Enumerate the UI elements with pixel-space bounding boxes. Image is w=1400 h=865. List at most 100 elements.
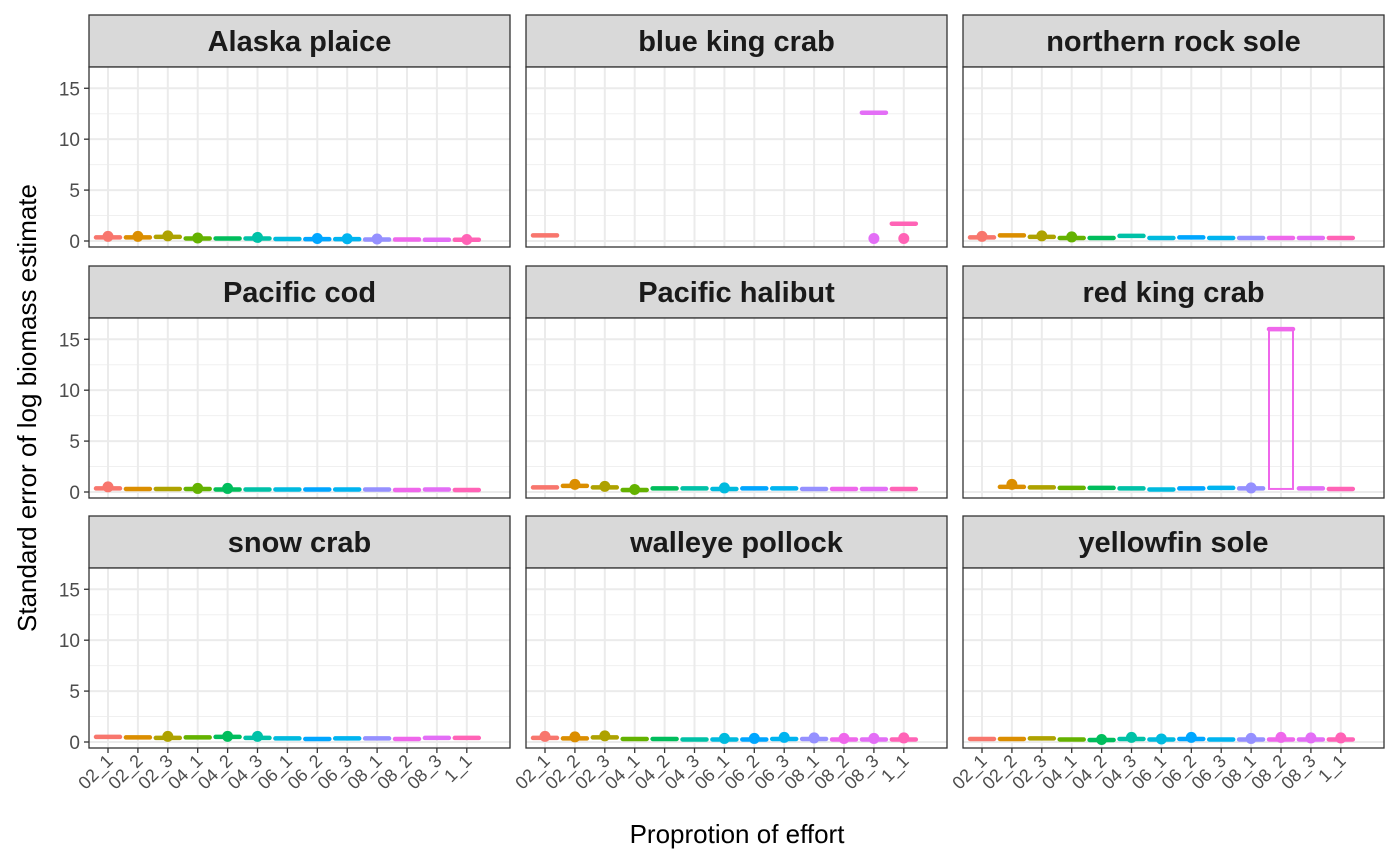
outlier-point: [341, 233, 353, 245]
outlier-point: [898, 232, 910, 244]
outlier-point: [1006, 478, 1018, 490]
panel-background: [963, 318, 1384, 498]
outlier-point: [1066, 231, 1078, 243]
outlier-point: [599, 730, 611, 742]
y-tick-label: 0: [69, 232, 80, 253]
panel-border: [525, 66, 948, 248]
panel-background: [89, 318, 510, 498]
outlier-point: [569, 478, 581, 490]
facet-strip: [962, 265, 1385, 319]
facet-panel: Alaska plaice 0 5 10 15: [59, 14, 511, 253]
outlier-point: [1245, 482, 1257, 494]
outlier-point: [252, 730, 263, 742]
facet-title: red king crab: [1082, 277, 1264, 309]
outlier-point: [1126, 731, 1137, 743]
panel-background: [89, 67, 510, 247]
outlier-point: [311, 232, 323, 244]
y-tick-label: 0: [69, 483, 80, 504]
panel-background: [526, 568, 947, 748]
outlier-point: [629, 483, 641, 495]
outlier-point: [1036, 230, 1048, 242]
outlier-point: [222, 730, 234, 742]
facet-strip: [525, 265, 948, 319]
y-tick-label: 15: [59, 580, 80, 601]
outlier-point: [102, 481, 114, 493]
facet-title: Pacific halibut: [638, 277, 835, 309]
outlier-point: [1096, 733, 1108, 745]
facet-title: yellowfin sole: [1078, 527, 1268, 559]
outlier-point: [102, 230, 114, 242]
panel-background: [963, 568, 1384, 748]
outlier-point: [1335, 732, 1347, 744]
x-tick-label: 1_1: [440, 751, 476, 787]
panel-border: [962, 317, 1385, 499]
y-tick-label: 15: [59, 79, 80, 100]
outlier-point: [1155, 733, 1167, 745]
panel-background: [89, 568, 510, 748]
facet-panel: walleye pollock02_102_202_304_104_204_30…: [511, 515, 948, 794]
outlier-point: [162, 730, 174, 742]
facet-panel: snow crab05101502_102_202_304_104_204_30…: [59, 515, 511, 794]
outlier-point: [539, 730, 551, 742]
facet-panel: Pacific halibut: [525, 265, 948, 499]
outlier-point: [808, 732, 820, 744]
outlier-point: [252, 231, 263, 243]
y-tick-label: 5: [69, 432, 80, 453]
panel-border: [88, 567, 511, 749]
panel-background: [526, 318, 947, 498]
outlier-point: [1275, 731, 1287, 743]
outlier-point: [868, 232, 880, 244]
panel-border: [88, 317, 511, 499]
outlier-point: [222, 482, 234, 494]
outlier-point: [1245, 732, 1257, 744]
facet-title: Alaska plaice: [208, 26, 392, 58]
y-tick-label: 0: [69, 733, 80, 754]
facet-panel: yellowfin sole02_102_202_304_104_204_306…: [948, 515, 1385, 794]
outlier-point: [1305, 732, 1317, 744]
y-tick-label: 10: [59, 631, 80, 652]
outlier-point: [868, 732, 880, 744]
outlier-point: [371, 233, 383, 245]
outlier-point: [838, 732, 850, 744]
facet-panel: blue king crab: [525, 14, 948, 248]
outlier-point: [569, 731, 581, 743]
outlier-point: [976, 230, 988, 242]
facet-strip: [88, 265, 511, 319]
panel-border: [962, 66, 1385, 248]
panel-border: [525, 567, 948, 749]
y-tick-label: 15: [59, 330, 80, 351]
panel-border: [88, 66, 511, 248]
facet-title: blue king crab: [638, 26, 835, 58]
panel-border: [962, 567, 1385, 749]
outlier-point: [461, 233, 473, 245]
facet-title: northern rock sole: [1046, 26, 1301, 58]
outlier-point: [132, 230, 144, 242]
y-tick-label: 10: [59, 130, 80, 151]
outlier-point: [718, 482, 730, 494]
outlier-point: [599, 480, 611, 492]
facet-title: Pacific cod: [223, 277, 376, 309]
outlier-point: [1185, 731, 1197, 743]
panel-border: [525, 317, 948, 499]
y-tick-label: 10: [59, 381, 80, 402]
y-tick-label: 5: [69, 682, 80, 703]
facet-title: walleye pollock: [629, 527, 844, 559]
outlier-point: [898, 732, 910, 744]
outlier-point: [778, 731, 790, 743]
outlier-point: [192, 232, 204, 244]
facet-strip: [962, 515, 1385, 569]
x-axis-title: Proprotion of effort: [630, 819, 846, 849]
facet-strip: [88, 515, 511, 569]
outlier-point: [162, 230, 174, 242]
outlier-point: [718, 732, 730, 744]
y-axis-title: Standard error of log biomass estimate: [12, 184, 42, 632]
facet-strip: [962, 14, 1385, 68]
panel-background: [963, 67, 1384, 247]
x-tick-label: 1_1: [877, 751, 913, 787]
y-tick-label: 5: [69, 181, 80, 202]
facet-panel: red king crab: [962, 265, 1385, 499]
outlier-point: [192, 482, 204, 494]
facet-panel: Pacific cod 0 5 10 15: [59, 265, 511, 504]
panel-background: [526, 67, 947, 247]
